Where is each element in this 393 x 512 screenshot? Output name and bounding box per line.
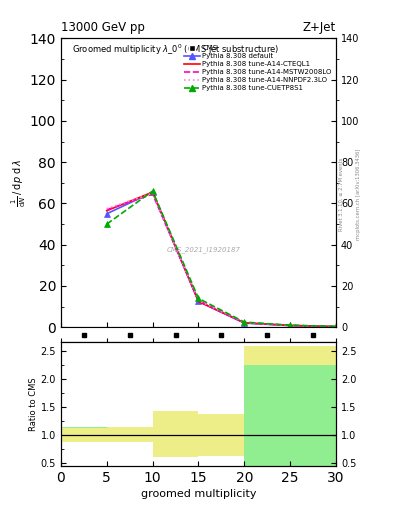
Text: CMS_2021_I1920187: CMS_2021_I1920187 [167,246,241,252]
Text: Rivet 3.1.10, ≥ 2.7M events: Rivet 3.1.10, ≥ 2.7M events [339,158,344,231]
Y-axis label: $\frac{1}{\mathrm{d}N}\,/\,\mathrm{d}\,p\;\mathrm{d}\,\lambda$: $\frac{1}{\mathrm{d}N}\,/\,\mathrm{d}\,p… [10,159,28,207]
Legend: CMS, Pythia 8.308 default, Pythia 8.308 tune-A14-CTEQL1, Pythia 8.308 tune-A14-M: CMS, Pythia 8.308 default, Pythia 8.308 … [182,42,334,94]
Text: Groomed multiplicity $\lambda\_0^0$ (CMS jet substructure): Groomed multiplicity $\lambda\_0^0$ (CMS… [72,42,279,57]
Text: Z+Jet: Z+Jet [303,22,336,34]
X-axis label: groomed multiplicity: groomed multiplicity [141,489,256,499]
Y-axis label: Ratio to CMS: Ratio to CMS [29,377,38,431]
Text: mcplots.cern.ch [arXiv:1306.3436]: mcplots.cern.ch [arXiv:1306.3436] [356,149,361,240]
Text: 13000 GeV pp: 13000 GeV pp [61,22,145,34]
